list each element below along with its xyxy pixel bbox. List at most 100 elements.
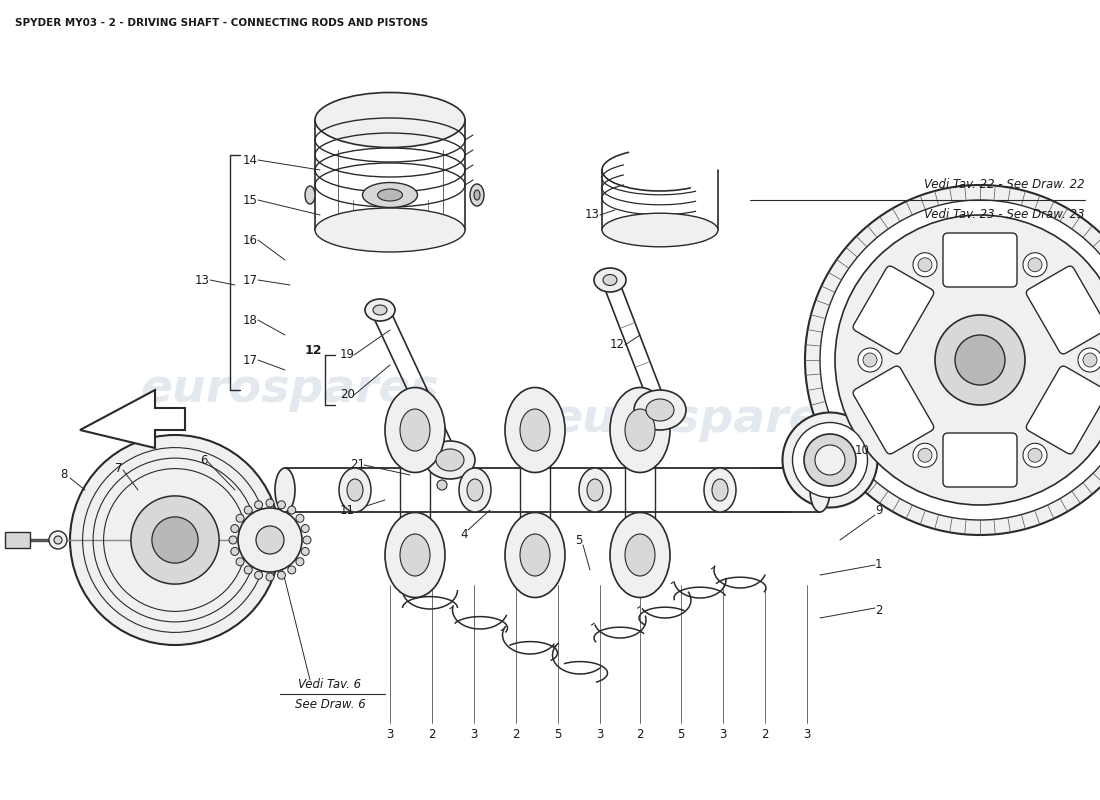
Ellipse shape (54, 536, 62, 544)
Circle shape (820, 200, 1100, 520)
Ellipse shape (804, 434, 856, 486)
Ellipse shape (346, 479, 363, 501)
Ellipse shape (594, 268, 626, 292)
Ellipse shape (315, 93, 465, 147)
Ellipse shape (810, 468, 830, 512)
Circle shape (437, 480, 447, 490)
Text: 6: 6 (200, 454, 208, 466)
Text: 16: 16 (243, 234, 258, 246)
Ellipse shape (305, 186, 315, 204)
Text: 2: 2 (513, 729, 519, 742)
Circle shape (236, 558, 244, 566)
Ellipse shape (712, 479, 728, 501)
Text: 5: 5 (678, 729, 684, 742)
Text: 17: 17 (243, 274, 258, 286)
Text: 21: 21 (350, 458, 365, 471)
Circle shape (288, 506, 296, 514)
Text: 13: 13 (195, 274, 210, 286)
Circle shape (70, 435, 280, 645)
Ellipse shape (782, 413, 878, 507)
Circle shape (277, 571, 285, 579)
Ellipse shape (275, 468, 295, 512)
Circle shape (266, 499, 274, 507)
Text: SPYDER MY03 - 2 - DRIVING SHAFT - CONNECTING RODS AND PISTONS: SPYDER MY03 - 2 - DRIVING SHAFT - CONNEC… (15, 18, 428, 28)
FancyBboxPatch shape (1026, 366, 1100, 454)
Text: 20: 20 (340, 389, 355, 402)
Circle shape (296, 514, 304, 522)
Ellipse shape (587, 479, 603, 501)
Ellipse shape (704, 468, 736, 512)
Text: See Draw. 6: See Draw. 6 (295, 698, 365, 711)
Ellipse shape (474, 190, 480, 200)
Ellipse shape (520, 409, 550, 451)
Circle shape (918, 258, 932, 272)
Ellipse shape (339, 468, 371, 512)
Text: Vedi Tav. 22 - See Draw. 22: Vedi Tav. 22 - See Draw. 22 (924, 178, 1085, 191)
Circle shape (805, 185, 1100, 535)
Circle shape (254, 571, 263, 579)
Ellipse shape (602, 214, 718, 246)
Text: 2: 2 (636, 729, 644, 742)
Circle shape (266, 573, 274, 581)
Text: 12: 12 (610, 338, 625, 351)
Text: 4: 4 (460, 529, 467, 542)
Ellipse shape (646, 399, 674, 421)
Circle shape (152, 517, 198, 563)
Ellipse shape (792, 422, 868, 498)
Bar (6, 532, 30, 548)
Text: 18: 18 (243, 314, 257, 326)
Text: 19: 19 (340, 349, 355, 362)
Ellipse shape (520, 534, 550, 576)
Circle shape (288, 566, 296, 574)
Text: 3: 3 (719, 729, 727, 742)
Ellipse shape (365, 299, 395, 321)
Ellipse shape (610, 387, 670, 473)
FancyBboxPatch shape (943, 433, 1018, 487)
Circle shape (918, 448, 932, 462)
Circle shape (1028, 448, 1042, 462)
Ellipse shape (505, 387, 565, 473)
FancyBboxPatch shape (943, 233, 1018, 287)
Circle shape (913, 253, 937, 277)
Text: Vedi Tav. 6: Vedi Tav. 6 (298, 678, 362, 691)
Text: 15: 15 (243, 194, 257, 206)
Circle shape (256, 526, 284, 554)
Ellipse shape (385, 387, 446, 473)
Circle shape (955, 335, 1005, 385)
Ellipse shape (468, 479, 483, 501)
Circle shape (131, 496, 219, 584)
Circle shape (301, 525, 309, 533)
Text: 12: 12 (305, 343, 322, 357)
Ellipse shape (579, 468, 610, 512)
Circle shape (254, 501, 263, 509)
Circle shape (296, 558, 304, 566)
Ellipse shape (625, 409, 654, 451)
Text: 3: 3 (386, 729, 394, 742)
Circle shape (238, 508, 302, 572)
Ellipse shape (459, 468, 491, 512)
Ellipse shape (385, 513, 446, 598)
Ellipse shape (603, 274, 617, 286)
Text: 8: 8 (60, 469, 67, 482)
Text: Vedi Tav. 23 - See Draw. 23: Vedi Tav. 23 - See Draw. 23 (924, 209, 1085, 222)
Circle shape (231, 547, 239, 555)
Text: 3: 3 (471, 729, 477, 742)
Ellipse shape (634, 390, 686, 430)
Circle shape (1084, 353, 1097, 367)
Text: eurospares: eurospares (551, 398, 849, 442)
Ellipse shape (400, 534, 430, 576)
Text: 3: 3 (596, 729, 604, 742)
Circle shape (244, 566, 252, 574)
Text: 2: 2 (761, 729, 769, 742)
Circle shape (1023, 443, 1047, 467)
Circle shape (1078, 348, 1100, 372)
Text: 3: 3 (803, 729, 811, 742)
Text: 1: 1 (874, 558, 882, 571)
Circle shape (1023, 253, 1047, 277)
Text: 2: 2 (874, 603, 882, 617)
Ellipse shape (363, 182, 418, 207)
Text: 5: 5 (554, 729, 562, 742)
Text: 9: 9 (874, 503, 882, 517)
Text: 13: 13 (585, 209, 600, 222)
Ellipse shape (50, 531, 67, 549)
